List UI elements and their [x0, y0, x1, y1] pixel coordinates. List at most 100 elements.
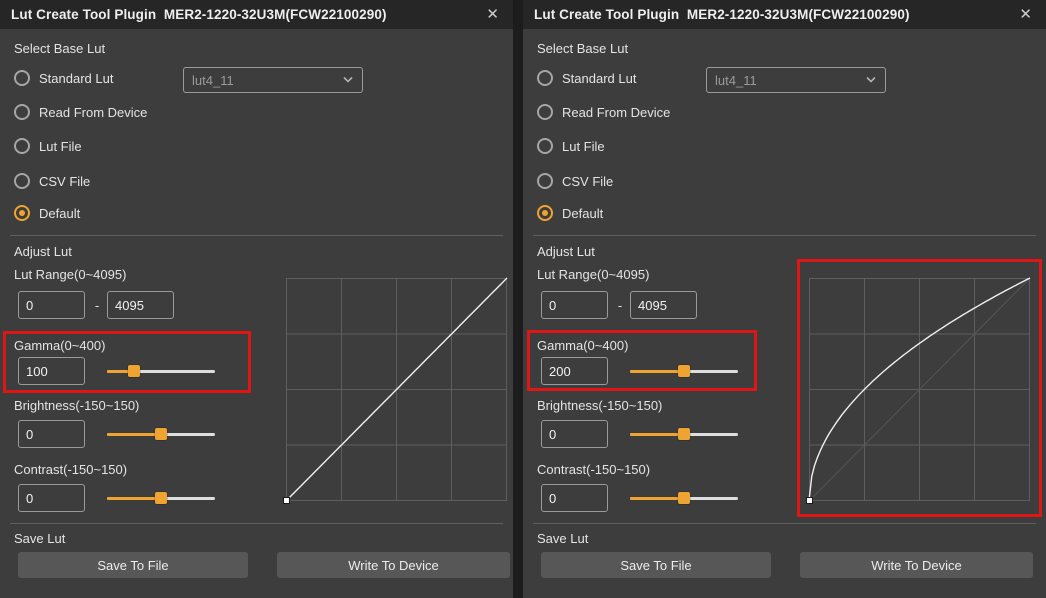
- brightness-label: Brightness(-150~150): [537, 398, 663, 413]
- radio-label-csv-file: CSV File: [39, 173, 91, 189]
- contrast-slider-handle[interactable]: [678, 492, 690, 504]
- gamma-slider-fill: [107, 369, 134, 373]
- standard-lut-dropdown[interactable]: lut4_11: [706, 67, 886, 93]
- radio-lut-file[interactable]: [14, 138, 30, 154]
- section-select-base-lut: Select Base Lut: [14, 41, 106, 56]
- gamma-slider-handle[interactable]: [678, 365, 690, 377]
- radio-row-lut-file[interactable]: Lut File: [537, 137, 605, 155]
- brightness-slider-fill: [630, 432, 684, 436]
- brightness-input[interactable]: [541, 420, 608, 448]
- radio-row-read-from-device[interactable]: Read From Device: [537, 103, 670, 121]
- radio-label-default: Default: [39, 205, 81, 221]
- lut-range-min-input[interactable]: [541, 291, 608, 319]
- radio-row-standard-lut[interactable]: Standard Lut: [537, 69, 636, 87]
- section-select-base-lut: Select Base Lut: [537, 41, 629, 56]
- close-icon[interactable]: ✕: [1019, 6, 1032, 23]
- contrast-input[interactable]: [18, 484, 85, 512]
- chevron-down-icon: [865, 76, 877, 84]
- radio-label-standard-lut: Standard Lut: [562, 70, 637, 86]
- standard-lut-dropdown-value: lut4_11: [715, 72, 757, 88]
- chevron-down-icon: [342, 76, 354, 84]
- brightness-slider-fill: [107, 432, 161, 436]
- write-to-device-button[interactable]: Write To Device: [800, 552, 1033, 578]
- lut-curve-plot[interactable]: [806, 277, 1031, 504]
- radio-default[interactable]: [537, 205, 553, 221]
- brightness-slider[interactable]: [630, 420, 738, 448]
- window-title: Lut Create Tool Plugin MER2-1220-32U3M(F…: [534, 7, 910, 22]
- section-save-lut: Save Lut: [537, 531, 589, 546]
- contrast-slider-fill: [630, 496, 684, 500]
- lut-range-max-input[interactable]: [630, 291, 697, 319]
- radio-label-lut-file: Lut File: [39, 138, 82, 154]
- save-to-file-button[interactable]: Save To File: [18, 552, 248, 578]
- curve-origin-marker[interactable]: [806, 497, 813, 504]
- radio-row-standard-lut[interactable]: Standard Lut: [14, 69, 113, 87]
- lut-range-max-input[interactable]: [107, 291, 174, 319]
- plot-diagonal-reference: [808, 277, 1031, 502]
- radio-standard-lut[interactable]: [537, 70, 553, 86]
- radio-row-default[interactable]: Default: [14, 204, 80, 222]
- contrast-slider[interactable]: [107, 484, 215, 512]
- section-adjust-lut: Adjust Lut: [537, 244, 595, 259]
- titlebar[interactable]: Lut Create Tool Plugin MER2-1220-32U3M(F…: [523, 0, 1046, 29]
- contrast-slider-handle[interactable]: [155, 492, 167, 504]
- divider: [533, 523, 1036, 524]
- close-icon[interactable]: ✕: [486, 6, 499, 23]
- radio-label-csv-file: CSV File: [562, 173, 614, 189]
- gamma-label: Gamma(0~400): [537, 338, 629, 353]
- contrast-slider-fill: [107, 496, 161, 500]
- brightness-slider-handle[interactable]: [678, 428, 690, 440]
- radio-standard-lut[interactable]: [14, 70, 30, 86]
- gamma-slider-handle[interactable]: [128, 365, 140, 377]
- section-save-lut: Save Lut: [14, 531, 66, 546]
- divider: [10, 523, 503, 524]
- divider: [533, 235, 1036, 236]
- lut-range-min-input[interactable]: [18, 291, 85, 319]
- radio-csv-file[interactable]: [537, 173, 553, 189]
- gamma-slider-fill: [630, 369, 684, 373]
- lut-range-label: Lut Range(0~4095): [537, 267, 650, 282]
- contrast-slider[interactable]: [630, 484, 738, 512]
- radio-row-default[interactable]: Default: [537, 204, 603, 222]
- write-to-device-button[interactable]: Write To Device: [277, 552, 510, 578]
- contrast-label: Contrast(-150~150): [14, 462, 128, 477]
- lut-curve-line: [808, 277, 1031, 502]
- brightness-slider-handle[interactable]: [155, 428, 167, 440]
- radio-read-from-device[interactable]: [537, 104, 553, 120]
- titlebar[interactable]: Lut Create Tool Plugin MER2-1220-32U3M(F…: [0, 0, 513, 29]
- lut-range-separator: -: [617, 298, 623, 313]
- section-adjust-lut: Adjust Lut: [14, 244, 72, 259]
- window-title: Lut Create Tool Plugin MER2-1220-32U3M(F…: [11, 7, 387, 22]
- lut-create-tool-window: Lut Create Tool Plugin MER2-1220-32U3M(F…: [523, 0, 1046, 598]
- radio-label-read-from-device: Read From Device: [562, 104, 671, 120]
- radio-row-lut-file[interactable]: Lut File: [14, 137, 82, 155]
- standard-lut-dropdown-value: lut4_11: [192, 72, 234, 88]
- brightness-label: Brightness(-150~150): [14, 398, 140, 413]
- gamma-slider-track[interactable]: [107, 369, 215, 373]
- gamma-input[interactable]: [18, 357, 85, 385]
- radio-label-lut-file: Lut File: [562, 138, 605, 154]
- standard-lut-dropdown[interactable]: lut4_11: [183, 67, 363, 93]
- contrast-input[interactable]: [541, 484, 608, 512]
- radio-default[interactable]: [14, 205, 30, 221]
- lut-range-separator: -: [94, 298, 100, 313]
- radio-row-csv-file[interactable]: CSV File: [14, 172, 90, 190]
- lut-curve-plot[interactable]: [283, 277, 508, 504]
- lut-curve-svg: [806, 277, 1031, 504]
- gamma-input[interactable]: [541, 357, 608, 385]
- lut-curve-svg: [283, 277, 508, 504]
- radio-lut-file[interactable]: [537, 138, 553, 154]
- gamma-slider[interactable]: [630, 357, 738, 385]
- brightness-input[interactable]: [18, 420, 85, 448]
- radio-label-default: Default: [562, 205, 604, 221]
- radio-read-from-device[interactable]: [14, 104, 30, 120]
- gamma-label: Gamma(0~400): [14, 338, 106, 353]
- radio-csv-file[interactable]: [14, 173, 30, 189]
- gamma-slider[interactable]: [107, 357, 215, 385]
- radio-row-csv-file[interactable]: CSV File: [537, 172, 613, 190]
- save-to-file-button[interactable]: Save To File: [541, 552, 771, 578]
- radio-row-read-from-device[interactable]: Read From Device: [14, 103, 147, 121]
- curve-origin-marker[interactable]: [283, 497, 290, 504]
- brightness-slider[interactable]: [107, 420, 215, 448]
- contrast-label: Contrast(-150~150): [537, 462, 651, 477]
